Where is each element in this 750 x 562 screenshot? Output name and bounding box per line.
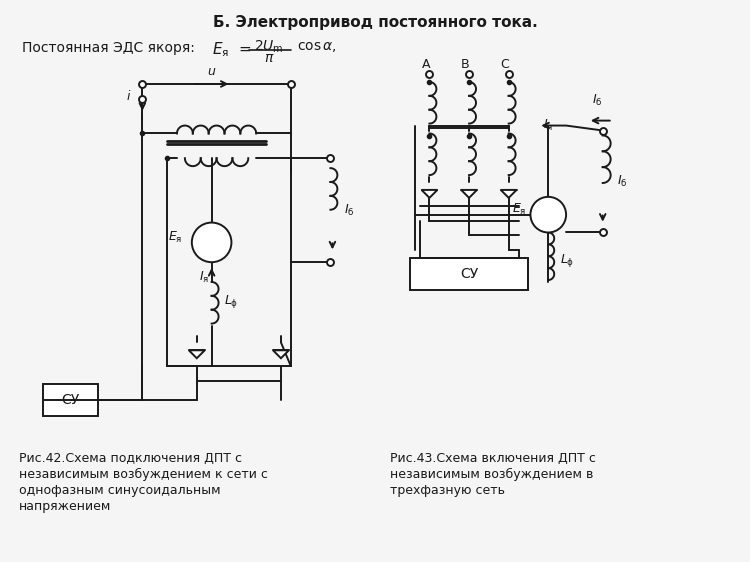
Text: СУ: СУ bbox=[460, 267, 478, 281]
Text: $\pi$: $\pi$ bbox=[264, 51, 274, 65]
Text: $E_{\rm я}$: $E_{\rm я}$ bbox=[512, 202, 526, 217]
Text: однофазным синусоидальным: однофазным синусоидальным bbox=[19, 484, 220, 497]
Text: $I_{\rm б}$: $I_{\rm б}$ bbox=[592, 93, 603, 108]
Polygon shape bbox=[189, 350, 205, 358]
Bar bbox=[44, 384, 98, 416]
Text: $I_{\rm б}$: $I_{\rm б}$ bbox=[344, 203, 355, 217]
Bar bbox=[410, 258, 529, 290]
Text: $L_{\rm \phi}$: $L_{\rm \phi}$ bbox=[560, 252, 574, 269]
Text: $E_{\rm я}$: $E_{\rm я}$ bbox=[211, 40, 229, 59]
Polygon shape bbox=[461, 190, 477, 198]
Text: Постоянная ЭДС якоря:: Постоянная ЭДС якоря: bbox=[22, 42, 194, 56]
Text: $2U_{\rm m}$: $2U_{\rm m}$ bbox=[254, 38, 284, 55]
Text: $I_{\rm б}$: $I_{\rm б}$ bbox=[616, 174, 627, 189]
Text: Рис.43.Схема включения ДПТ с: Рис.43.Схема включения ДПТ с bbox=[390, 452, 596, 465]
Text: u: u bbox=[208, 65, 215, 78]
Text: $I_{\rm я}$: $I_{\rm я}$ bbox=[543, 118, 554, 133]
Text: напряжением: напряжением bbox=[19, 500, 111, 513]
Text: Б. Электропривод постоянного тока.: Б. Электропривод постоянного тока. bbox=[213, 15, 537, 30]
Text: $L_{\rm \phi}$: $L_{\rm \phi}$ bbox=[224, 293, 238, 310]
Polygon shape bbox=[273, 350, 289, 358]
Text: $=$: $=$ bbox=[236, 40, 253, 56]
Polygon shape bbox=[501, 190, 517, 198]
Polygon shape bbox=[422, 190, 437, 198]
Text: Рис.42.Схема подключения ДПТ с: Рис.42.Схема подключения ДПТ с bbox=[19, 452, 242, 465]
Text: $i$: $i$ bbox=[126, 89, 131, 103]
Text: трехфазную сеть: трехфазную сеть bbox=[390, 484, 505, 497]
Text: $E_{\rm я}$: $E_{\rm я}$ bbox=[167, 230, 182, 245]
Text: C: C bbox=[501, 58, 509, 71]
Text: ${\rm cos}\,\alpha,$: ${\rm cos}\,\alpha,$ bbox=[297, 40, 337, 55]
Text: независимым возбуждением к сети с: независимым возбуждением к сети с bbox=[19, 468, 268, 481]
Text: $I_{\rm я}$: $I_{\rm я}$ bbox=[199, 270, 208, 285]
Circle shape bbox=[192, 223, 232, 262]
Text: B: B bbox=[461, 58, 470, 71]
Text: независимым возбуждением в: независимым возбуждением в bbox=[390, 468, 593, 481]
Text: A: A bbox=[422, 58, 430, 71]
Circle shape bbox=[530, 197, 566, 233]
Text: СУ: СУ bbox=[62, 393, 80, 407]
